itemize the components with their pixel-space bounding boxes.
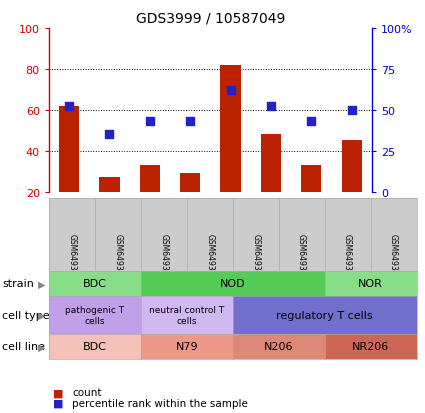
Bar <box>99 178 119 192</box>
Text: ■: ■ <box>53 387 64 397</box>
Text: GSM649354: GSM649354 <box>159 233 168 280</box>
Text: regulatory T cells: regulatory T cells <box>276 310 373 320</box>
Text: ▶: ▶ <box>37 342 45 351</box>
Text: percentile rank within the sample: percentile rank within the sample <box>72 398 248 408</box>
Text: NOD: NOD <box>220 279 246 289</box>
Text: GSM649358: GSM649358 <box>343 233 352 280</box>
Text: GSM649353: GSM649353 <box>113 233 122 280</box>
Bar <box>342 141 362 192</box>
Text: GSM649352: GSM649352 <box>67 233 76 280</box>
Text: strain: strain <box>2 279 34 289</box>
Text: GSM649355: GSM649355 <box>205 233 214 280</box>
Text: N79: N79 <box>176 342 198 351</box>
Text: ■: ■ <box>53 398 64 408</box>
Bar <box>180 174 200 192</box>
Text: NOR: NOR <box>358 279 383 289</box>
Point <box>308 119 314 125</box>
Text: GSM649357: GSM649357 <box>297 233 306 280</box>
Title: GDS3999 / 10587049: GDS3999 / 10587049 <box>136 11 285 25</box>
Text: BDC: BDC <box>83 342 107 351</box>
Point <box>227 88 234 94</box>
Text: BDC: BDC <box>83 279 107 289</box>
Text: NR206: NR206 <box>352 342 389 351</box>
Point <box>106 132 113 138</box>
Point <box>65 104 72 111</box>
Text: neutral control T
cells: neutral control T cells <box>149 306 224 325</box>
Point <box>146 119 153 125</box>
Text: cell type: cell type <box>2 310 50 320</box>
Text: GSM649356: GSM649356 <box>251 233 260 280</box>
Text: count: count <box>72 387 102 397</box>
Bar <box>301 166 321 192</box>
Bar <box>140 166 160 192</box>
Text: ▶: ▶ <box>37 310 45 320</box>
Point <box>348 107 355 114</box>
Bar <box>221 66 241 192</box>
Text: GSM649359: GSM649359 <box>389 233 398 280</box>
Text: cell line: cell line <box>2 342 45 351</box>
Text: ▶: ▶ <box>37 279 45 289</box>
Point <box>267 104 274 111</box>
Text: pathogenic T
cells: pathogenic T cells <box>65 306 125 325</box>
Bar <box>59 107 79 192</box>
Bar <box>261 135 281 192</box>
Text: N206: N206 <box>264 342 293 351</box>
Point <box>187 119 193 125</box>
